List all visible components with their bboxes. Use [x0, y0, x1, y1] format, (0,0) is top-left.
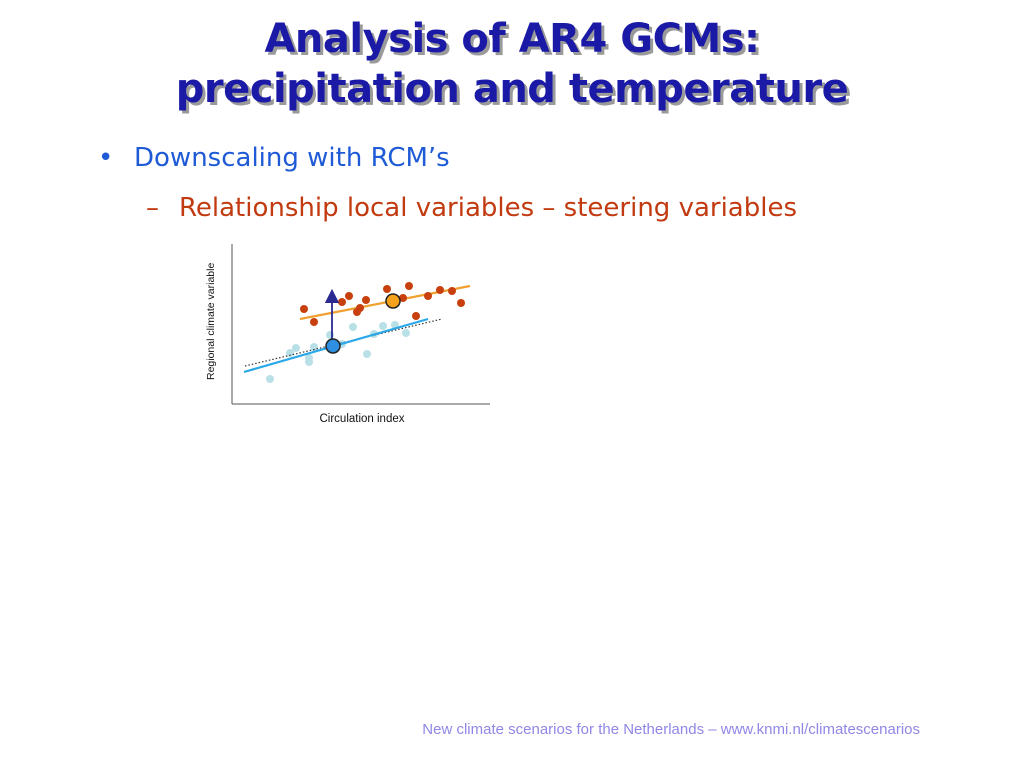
- bullet-text: Downscaling with RCM’s: [134, 143, 450, 173]
- y-axis-label: Regional climate variable: [205, 263, 217, 380]
- lower-point: [363, 350, 371, 358]
- title-line-2: precipitation and temperature: [175, 66, 849, 112]
- upper-point: [448, 287, 456, 295]
- regression-diagram: Regional climate variable Circulation in…: [205, 244, 490, 425]
- lower-point: [402, 329, 410, 337]
- upper-point: [424, 292, 432, 300]
- upper-point: [310, 318, 318, 326]
- upper-point: [457, 299, 465, 307]
- upper-point: [362, 296, 370, 304]
- bullet-item: • Downscaling with RCM’s: [98, 143, 450, 173]
- lower-point: [310, 343, 318, 351]
- sub-bullet-dash: –: [146, 193, 159, 223]
- upper-point: [399, 294, 407, 302]
- dotted-reference-line: [244, 318, 443, 367]
- upper-point: [338, 298, 346, 306]
- lower-point: [266, 375, 274, 383]
- upper-point: [405, 282, 413, 290]
- upper-point: [356, 304, 364, 312]
- lower-point: [379, 322, 387, 330]
- upper-highlight-marker: [385, 293, 401, 309]
- sub-bullet-item: – Relationship local variables – steering…: [146, 193, 797, 223]
- upper-point: [300, 305, 308, 313]
- sub-bullet-text: Relationship local variables – steering …: [179, 193, 798, 223]
- title-line-1: Analysis of AR4 GCMs:: [264, 16, 760, 62]
- upper-point: [412, 312, 420, 320]
- upper-point: [436, 286, 444, 294]
- slide-title: Analysis of AR4 GCMs: precipitation and …: [0, 14, 1024, 114]
- lower-highlight-marker: [325, 338, 341, 354]
- lower-point: [305, 358, 313, 366]
- lower-point: [349, 323, 357, 331]
- x-axis-label: Circulation index: [319, 413, 404, 425]
- upper-point-cloud: [300, 282, 465, 326]
- lower-point: [292, 344, 300, 352]
- upper-point: [383, 285, 391, 293]
- footer-text: New climate scenarios for the Netherland…: [422, 721, 920, 738]
- lower-point: [286, 349, 294, 357]
- upper-point: [345, 292, 353, 300]
- bullet-dot: •: [98, 143, 114, 173]
